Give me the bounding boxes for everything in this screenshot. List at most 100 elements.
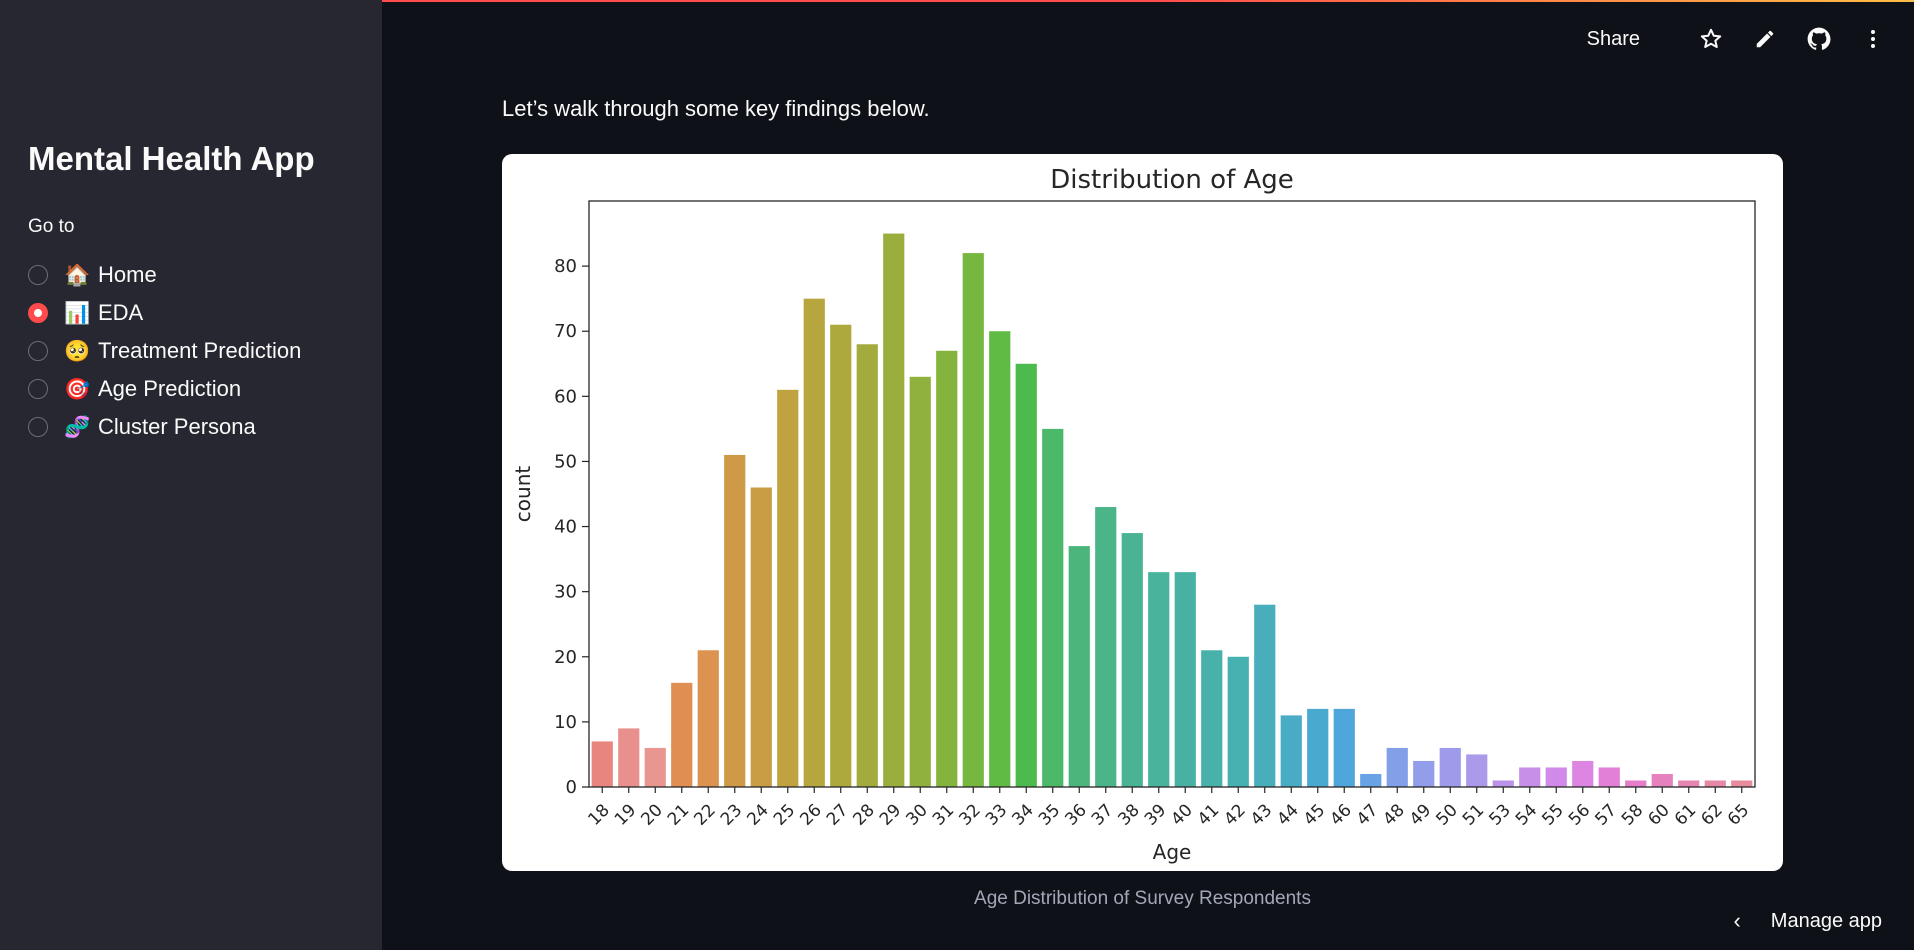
share-button[interactable]: Share — [1586, 27, 1640, 50]
bar-age-55 — [1545, 767, 1567, 787]
bar-age-22 — [697, 650, 719, 787]
bar-age-20 — [644, 747, 666, 787]
bar-age-45 — [1307, 708, 1329, 787]
github-icon[interactable] — [1806, 26, 1832, 52]
bar-age-48 — [1386, 747, 1408, 787]
bar-age-46 — [1333, 708, 1355, 787]
nav-item-label: EDA — [98, 300, 144, 325]
bar-age-36 — [1068, 546, 1090, 787]
manage-app-label: Manage app — [1770, 909, 1882, 932]
x-tick-label: 56 — [1565, 800, 1594, 829]
bar-age-35 — [1042, 428, 1064, 787]
y-tick-label: 30 — [554, 582, 577, 603]
bar-age-38 — [1121, 533, 1143, 787]
chevron-left-icon: ‹ — [1733, 908, 1741, 933]
x-axis-label: Age — [1153, 840, 1192, 864]
nav-emoji-icon: 🥺 — [64, 338, 91, 363]
x-tick-label: 28 — [849, 800, 878, 829]
x-tick-label: 57 — [1591, 800, 1620, 829]
y-tick-label: 40 — [554, 517, 577, 538]
x-tick-label: 45 — [1300, 800, 1329, 829]
manage-app-button[interactable]: ‹ Manage app — [1733, 908, 1882, 934]
x-tick-label: 54 — [1512, 800, 1541, 829]
x-tick-label: 43 — [1247, 800, 1276, 829]
x-tick-label: 19 — [611, 800, 640, 829]
x-tick-label: 36 — [1061, 800, 1090, 829]
chart-card: Distribution of Age 0 10 20 30 40 50 60 70 80 18 19… — [502, 154, 1783, 871]
nav-item-treatment-prediction[interactable]: 🥺 Treatment Prediction — [28, 332, 301, 370]
x-tick-label: 62 — [1697, 800, 1726, 829]
bar-age-47 — [1360, 773, 1382, 787]
x-tick-label: 49 — [1406, 800, 1435, 829]
bar-age-65 — [1731, 780, 1753, 787]
radio-button[interactable] — [28, 341, 48, 361]
radio-button[interactable] — [28, 303, 48, 323]
bar-age-51 — [1466, 754, 1488, 787]
toolbar: Share — [1587, 26, 1886, 52]
bar-age-29 — [883, 233, 905, 788]
bar-age-49 — [1413, 760, 1435, 787]
pencil-icon[interactable] — [1752, 26, 1778, 52]
nav-emoji-icon: 🧬 — [64, 414, 91, 439]
x-tick-label: 34 — [1008, 800, 1037, 829]
x-tick-label: 25 — [770, 800, 799, 829]
chart-title: Distribution of Age — [1050, 165, 1294, 195]
bar-age-42 — [1227, 656, 1249, 787]
more-vertical-icon[interactable] — [1860, 26, 1886, 52]
x-tick-label: 33 — [982, 800, 1011, 829]
y-tick-label: 80 — [554, 256, 577, 277]
x-tick-label: 23 — [717, 800, 746, 829]
bar-age-33 — [989, 331, 1011, 787]
app-title: Mental Health App — [28, 140, 315, 177]
bar-age-62 — [1704, 780, 1726, 787]
nav-item-age-prediction[interactable]: 🎯 Age Prediction — [28, 370, 301, 408]
x-tick-label: 21 — [664, 800, 693, 829]
bar-age-39 — [1148, 572, 1170, 787]
nav-emoji-icon: 🏠 — [64, 262, 91, 287]
x-tick-label: 61 — [1671, 800, 1700, 829]
x-tick-label: 40 — [1167, 800, 1196, 829]
bar-age-24 — [750, 487, 772, 787]
nav-emoji-icon: 🎯 — [64, 376, 91, 401]
bar-age-31 — [936, 350, 958, 787]
x-tick-label: 65 — [1724, 800, 1753, 829]
radio-button[interactable] — [28, 417, 48, 437]
x-tick-label: 41 — [1194, 800, 1223, 829]
bar-age-61 — [1678, 780, 1700, 787]
nav-item-cluster-persona[interactable]: 🧬 Cluster Persona — [28, 408, 301, 446]
top-accent-line — [0, 0, 1914, 2]
y-axis-label: count — [511, 466, 535, 523]
x-tick-label: 26 — [796, 800, 825, 829]
x-tick-label: 47 — [1353, 800, 1382, 829]
plot-frame — [588, 200, 1756, 788]
radio-button[interactable] — [28, 265, 48, 285]
x-tick-label: 55 — [1538, 800, 1567, 829]
bar-age-34 — [1015, 363, 1037, 787]
x-tick-label: 44 — [1273, 800, 1302, 829]
x-tick-label: 35 — [1035, 800, 1064, 829]
bar-age-41 — [1201, 650, 1223, 787]
y-tick-label: 70 — [554, 321, 577, 342]
bar-age-58 — [1625, 780, 1647, 787]
nav-radio-group: 🏠 Home 📊 EDA 🥺 Treatment Prediction 🎯 Age Predi… — [28, 256, 301, 446]
x-tick-label: 22 — [690, 800, 719, 829]
x-tick-label: 58 — [1618, 800, 1647, 829]
bar-age-25 — [777, 389, 799, 787]
y-tick-label: 50 — [554, 451, 577, 472]
x-tick-label: 50 — [1432, 800, 1461, 829]
nav-item-label: Treatment Prediction — [98, 338, 302, 363]
radio-button[interactable] — [28, 379, 48, 399]
nav-item-eda[interactable]: 📊 EDA — [28, 294, 301, 332]
x-tick-label: 48 — [1379, 800, 1408, 829]
bar-age-37 — [1095, 507, 1117, 787]
x-tick-label: 24 — [743, 800, 772, 829]
bar-age-32 — [962, 253, 984, 788]
y-tick-label: 0 — [566, 777, 577, 798]
x-tick-label: 30 — [902, 800, 931, 829]
bar-age-30 — [909, 376, 931, 787]
star-icon[interactable] — [1698, 26, 1724, 52]
y-tick-label: 20 — [554, 647, 577, 668]
nav-item-home[interactable]: 🏠 Home — [28, 256, 301, 294]
x-tick-label: 20 — [637, 800, 666, 829]
bar-age-23 — [724, 454, 746, 787]
